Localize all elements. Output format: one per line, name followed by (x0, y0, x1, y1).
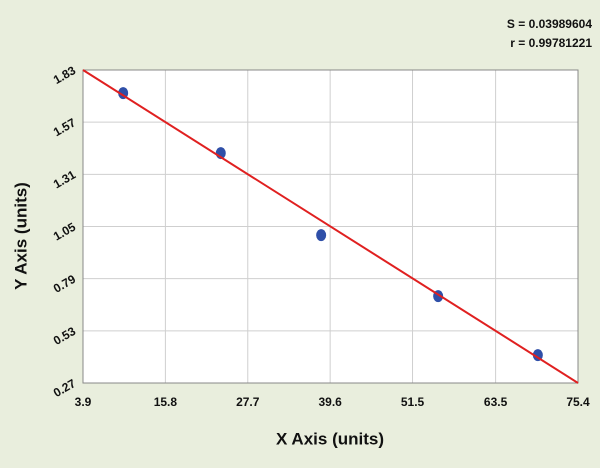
annotation: S = 0.03989604 (507, 17, 592, 31)
x-tick-label: 27.7 (236, 395, 260, 409)
x-tick-label: 51.5 (401, 395, 425, 409)
x-tick-label: 75.4 (566, 395, 590, 409)
x-tick-label: 63.5 (484, 395, 508, 409)
data-point (316, 229, 327, 242)
x-tick-label: 39.6 (318, 395, 342, 409)
fit-line (82, 69, 579, 384)
x-tick-label: 3.9 (75, 395, 92, 409)
y-axis-label: Y Axis (units) (11, 182, 30, 290)
x-axis-label: X Axis (units) (276, 429, 384, 448)
annotation: r = 0.99781221 (510, 36, 592, 50)
plot-frame (82, 69, 579, 384)
x-tick-label: 15.8 (154, 395, 178, 409)
